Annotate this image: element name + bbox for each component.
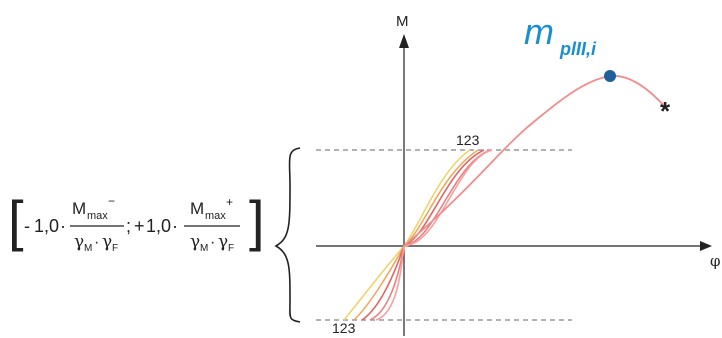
y-axis-arrow <box>399 34 409 48</box>
end-marker: * <box>660 96 671 126</box>
peak-label: m <box>524 11 554 52</box>
term1-den-gamma2: γ <box>102 232 112 252</box>
formula-separator: ; <box>126 216 131 236</box>
curve-pink-inner <box>375 149 493 321</box>
curve-yellow-outer <box>343 149 471 321</box>
x-axis-arrow <box>700 241 712 251</box>
peak-point <box>604 70 616 82</box>
term2-numerator-sup: + <box>226 195 233 209</box>
term1-den-sub1: M <box>84 243 92 254</box>
design-moment-formula: [ ] - 1,0 · M max − γ M · γ F ; + 1,0 · … <box>8 189 265 254</box>
upper-curve-label: 123 <box>456 132 480 148</box>
lower-curve-label: 123 <box>332 320 356 336</box>
term2-den-sub1: M <box>200 243 208 254</box>
term1-den-dot: · <box>94 234 99 251</box>
term1-factor: 1,0 <box>34 216 59 236</box>
term1-sign: - <box>24 216 30 236</box>
term2-dot: · <box>172 216 178 236</box>
term2-den-sub2: F <box>228 243 234 254</box>
term2-factor: 1,0 <box>146 216 171 236</box>
term1-numerator-sup: − <box>108 194 115 208</box>
term1-numerator-base: M <box>72 199 86 218</box>
curve-family <box>343 75 667 321</box>
curve-orange <box>353 149 479 321</box>
term2-sign: + <box>134 216 145 236</box>
curly-brace <box>274 147 301 323</box>
term2-den-gamma2: γ <box>218 232 228 252</box>
curve-red-1 <box>361 149 485 321</box>
y-axis-label: M <box>396 13 409 30</box>
term2-den-dot: · <box>210 234 215 251</box>
term2-den-gamma1: γ <box>190 232 200 252</box>
curve-red-2 <box>369 149 491 321</box>
peak-label-subscript: plII,i <box>559 39 597 59</box>
term1-dot: · <box>60 216 66 236</box>
formula-left-bracket: [ <box>8 189 24 252</box>
term2-numerator-sub: max <box>205 210 226 222</box>
x-axis-label: φ <box>710 252 721 270</box>
term1-den-sub2: F <box>112 243 118 254</box>
term1-numerator-sub: max <box>87 210 108 222</box>
formula-right-bracket: ] <box>249 189 265 252</box>
term1-den-gamma1: γ <box>74 232 84 252</box>
term2-numerator-base: M <box>190 199 204 218</box>
curve-main-to-peak <box>403 75 667 247</box>
